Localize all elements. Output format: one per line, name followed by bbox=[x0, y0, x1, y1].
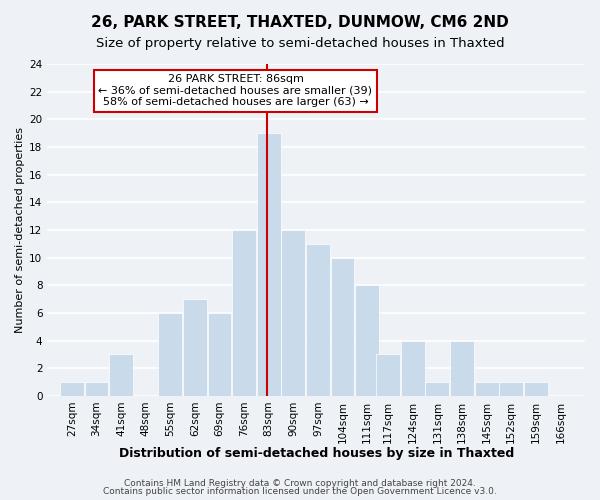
Bar bbox=[281, 230, 305, 396]
Text: Contains HM Land Registry data © Crown copyright and database right 2024.: Contains HM Land Registry data © Crown c… bbox=[124, 478, 476, 488]
Bar bbox=[60, 382, 84, 396]
Bar bbox=[401, 340, 425, 396]
X-axis label: Distribution of semi-detached houses by size in Thaxted: Distribution of semi-detached houses by … bbox=[119, 447, 514, 460]
Bar bbox=[85, 382, 109, 396]
Y-axis label: Number of semi-detached properties: Number of semi-detached properties bbox=[15, 127, 25, 333]
Bar bbox=[331, 258, 355, 396]
Bar bbox=[425, 382, 449, 396]
Bar bbox=[158, 313, 182, 396]
Bar bbox=[499, 382, 523, 396]
Bar bbox=[183, 299, 207, 396]
Bar bbox=[208, 313, 232, 396]
Bar bbox=[355, 285, 379, 396]
Bar bbox=[306, 244, 330, 396]
Bar bbox=[450, 340, 474, 396]
Text: 26, PARK STREET, THAXTED, DUNMOW, CM6 2ND: 26, PARK STREET, THAXTED, DUNMOW, CM6 2N… bbox=[91, 15, 509, 30]
Bar bbox=[232, 230, 256, 396]
Bar bbox=[475, 382, 499, 396]
Text: Contains public sector information licensed under the Open Government Licence v3: Contains public sector information licen… bbox=[103, 487, 497, 496]
Bar bbox=[524, 382, 548, 396]
Bar bbox=[376, 354, 400, 396]
Text: Size of property relative to semi-detached houses in Thaxted: Size of property relative to semi-detach… bbox=[95, 38, 505, 51]
Bar bbox=[109, 354, 133, 396]
Text: 26 PARK STREET: 86sqm
← 36% of semi-detached houses are smaller (39)
58% of semi: 26 PARK STREET: 86sqm ← 36% of semi-deta… bbox=[98, 74, 373, 107]
Bar bbox=[257, 133, 281, 396]
